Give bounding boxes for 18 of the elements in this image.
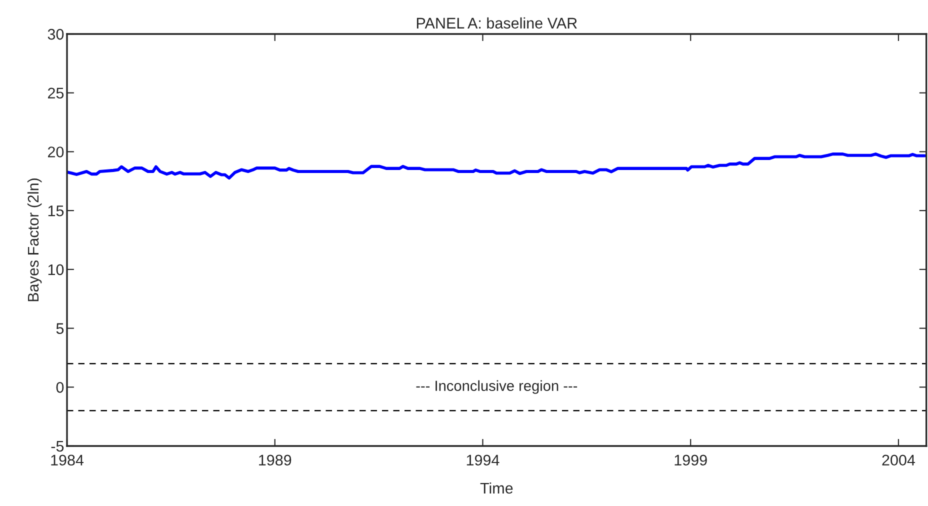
- y-tick-label: 0: [56, 382, 64, 393]
- y-tick-label: 25: [48, 88, 64, 99]
- x-tick-label: 2004: [882, 454, 916, 466]
- y-tick-label: 10: [48, 264, 64, 276]
- x-tick-label: 1984: [51, 454, 84, 466]
- y-tick-label: 15: [48, 206, 64, 216]
- y-tick-label: -5: [51, 441, 64, 452]
- y-tick-label: 20: [48, 146, 64, 158]
- y-tick-label: 30: [48, 28, 64, 40]
- x-tick-label: 1989: [259, 454, 292, 466]
- y-axis-title: Bayes Factor (2ln): [27, 178, 42, 302]
- x-tick-label: 1994: [466, 454, 500, 466]
- line-series: [67, 152, 926, 180]
- y-tick-label: 5: [56, 323, 64, 334]
- x-tick-label: 1999: [674, 454, 707, 466]
- chart-title: PANEL A: baseline VAR: [416, 17, 577, 29]
- annotation: --- Inconclusive region ---: [416, 380, 578, 394]
- x-axis-title: Time: [480, 482, 513, 494]
